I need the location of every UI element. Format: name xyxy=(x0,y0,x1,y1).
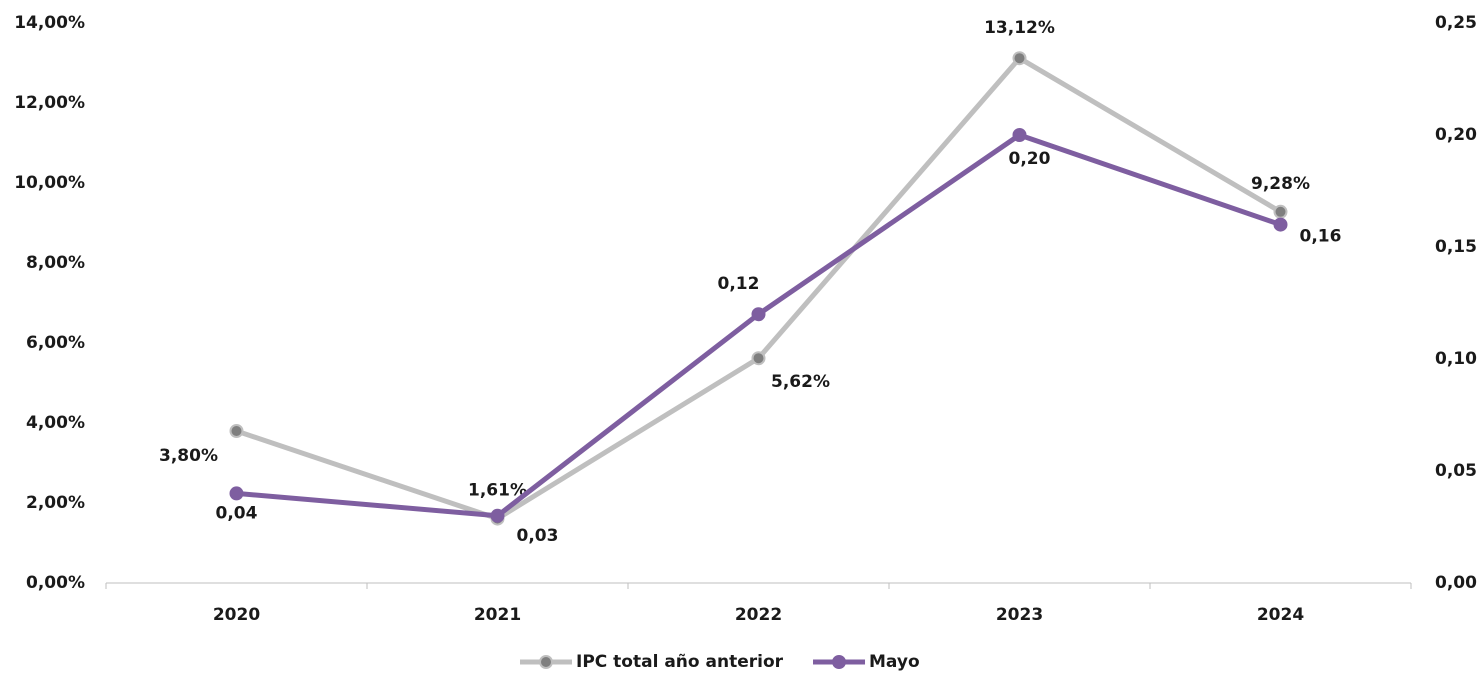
legend-marker xyxy=(539,655,553,669)
series-line xyxy=(236,132,1282,519)
series-marker xyxy=(751,351,766,366)
data-label: 0,12 xyxy=(718,274,760,294)
data-label: 1,61% xyxy=(468,481,527,501)
y2-tick-label: 0,20 xyxy=(1435,125,1477,145)
y-tick-label: 8,00% xyxy=(26,253,85,273)
y2-tick-label: 0,05 xyxy=(1435,461,1477,481)
series-marker xyxy=(1012,51,1027,66)
data-label: 5,62% xyxy=(771,372,830,392)
series-marker xyxy=(1273,217,1288,232)
y-tick-label: 10,00% xyxy=(14,173,85,193)
x-tick-label: 2021 xyxy=(474,605,521,625)
data-label: 0,20 xyxy=(1009,149,1051,169)
y2-tick-label: 0,25 xyxy=(1435,13,1477,33)
series-marker xyxy=(229,486,244,501)
data-label: 0,03 xyxy=(517,526,559,546)
data-label: 0,04 xyxy=(216,503,258,523)
legend-label: IPC total año anterior xyxy=(576,652,784,672)
series-marker xyxy=(229,424,244,438)
data-label: 13,12% xyxy=(984,18,1055,38)
x-tick-label: 2023 xyxy=(996,605,1043,625)
y-tick-label: 0,00% xyxy=(26,573,85,593)
y2-tick-label: 0,15 xyxy=(1435,237,1477,257)
data-label: 3,80% xyxy=(159,446,218,466)
y-tick-label: 4,00% xyxy=(26,413,85,433)
y-tick-label: 2,00% xyxy=(26,493,85,513)
series-marker xyxy=(1012,128,1027,142)
y2-tick-label: 0,10 xyxy=(1435,349,1477,369)
x-tick-label: 2022 xyxy=(735,605,782,625)
x-tick-label: 2024 xyxy=(1257,605,1304,625)
y2-tick-label: 0,00 xyxy=(1435,573,1477,593)
legend-marker xyxy=(832,655,847,669)
x-tick-label: 2020 xyxy=(213,605,260,625)
y-tick-label: 6,00% xyxy=(26,333,85,353)
series-marker xyxy=(490,508,505,523)
data-label: 9,28% xyxy=(1251,174,1310,194)
y-tick-label: 12,00% xyxy=(14,93,85,113)
series-marker xyxy=(1273,204,1288,219)
series-marker xyxy=(751,307,766,322)
data-label: 0,16 xyxy=(1300,227,1342,247)
legend-label: Mayo xyxy=(869,652,920,672)
y-tick-label: 14,00% xyxy=(14,13,85,33)
